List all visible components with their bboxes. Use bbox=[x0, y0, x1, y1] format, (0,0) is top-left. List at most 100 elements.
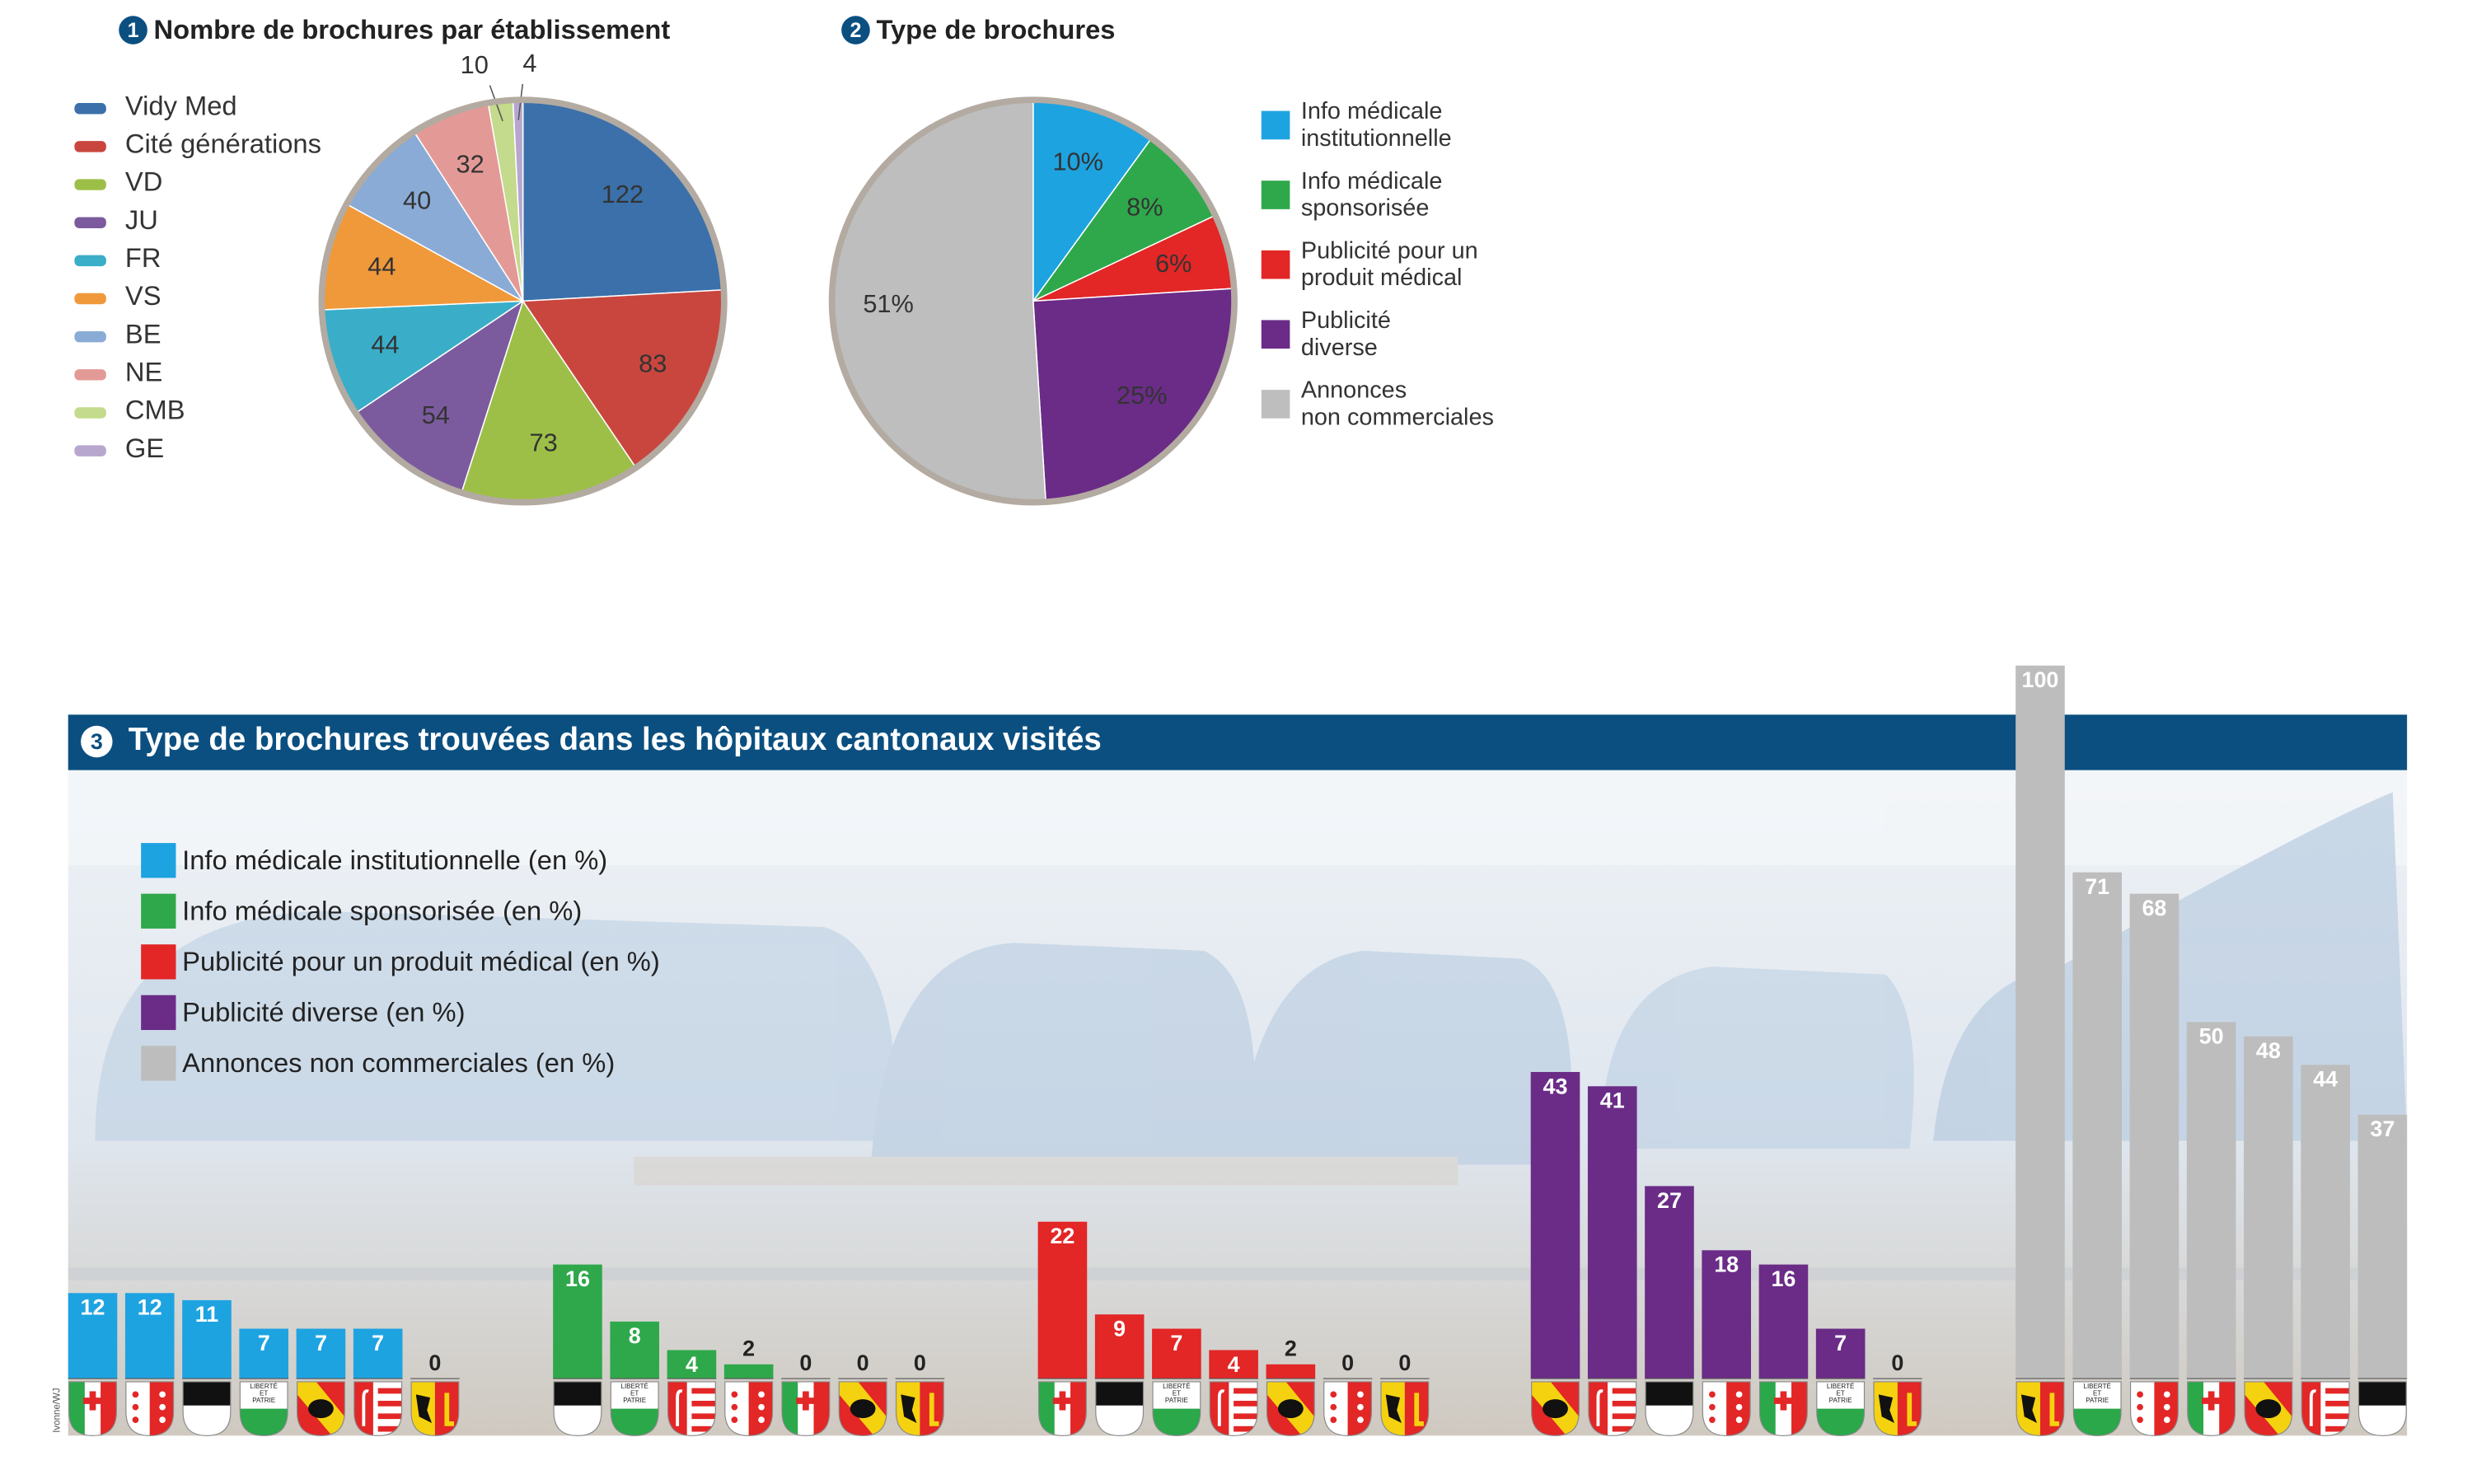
flag-outline bbox=[239, 1381, 288, 1436]
flag-crozier bbox=[362, 1389, 369, 1426]
flag-motto: PATRIE bbox=[623, 1397, 647, 1404]
chart-title: Type de brochures bbox=[876, 14, 1115, 44]
flag-part bbox=[1153, 1381, 1201, 1409]
flag-motto: LIBERTÉ bbox=[620, 1383, 648, 1390]
flag-outline bbox=[353, 1381, 403, 1436]
flag-part bbox=[796, 1397, 816, 1404]
flag-outline bbox=[2187, 1381, 2236, 1436]
slice-label: 122 bbox=[602, 180, 644, 208]
bar bbox=[1152, 1328, 1201, 1379]
value-label: 27 bbox=[1657, 1188, 1682, 1213]
canton-flag bbox=[68, 1381, 117, 1436]
value-label: 7 bbox=[258, 1331, 270, 1355]
legend-swatch bbox=[74, 179, 106, 190]
flag-outline bbox=[1873, 1381, 1922, 1436]
pie-border bbox=[318, 96, 728, 506]
slice-label: 32 bbox=[456, 150, 485, 179]
flag-bear bbox=[1543, 1399, 1568, 1419]
flag-fill bbox=[782, 1381, 830, 1436]
flag-part bbox=[2325, 1413, 2349, 1420]
flag-bear bbox=[1277, 1399, 1304, 1419]
flag-part bbox=[183, 1381, 231, 1406]
flag-motto: ET bbox=[630, 1389, 639, 1397]
flag-part bbox=[1234, 1388, 1257, 1394]
value-label: 7 bbox=[1170, 1331, 1182, 1355]
flag-motto: ET bbox=[2093, 1389, 2101, 1397]
legend-item: Info médicale institutionnelle bbox=[1301, 98, 1452, 152]
flag-fill bbox=[896, 1381, 944, 1436]
legend-swatch bbox=[141, 944, 176, 980]
flag-key bbox=[929, 1393, 939, 1426]
flag-part bbox=[2219, 1381, 2236, 1436]
flag-outline bbox=[1038, 1381, 1087, 1436]
flag-part bbox=[377, 1413, 402, 1420]
value-label: 44 bbox=[2313, 1067, 2338, 1092]
flag-outline bbox=[1816, 1381, 1866, 1436]
flag-part bbox=[1095, 1405, 1144, 1436]
flag-fill bbox=[1759, 1381, 1808, 1436]
flag-part bbox=[82, 1397, 103, 1404]
bar bbox=[1645, 1186, 1694, 1379]
flag-part bbox=[240, 1381, 288, 1409]
flag-eagle bbox=[2020, 1394, 2038, 1423]
flag-motto: LIBERTÉ bbox=[250, 1383, 278, 1390]
value-label: 16 bbox=[1771, 1266, 1795, 1291]
canton-flag bbox=[1209, 1381, 1258, 1436]
value-label: 2 bbox=[742, 1337, 755, 1361]
flag-outline bbox=[1645, 1381, 1694, 1436]
flag-motto: PATRIE bbox=[1829, 1397, 1853, 1404]
slice-label: 44 bbox=[368, 251, 396, 280]
flag-star bbox=[731, 1416, 738, 1423]
value-label: 4 bbox=[1228, 1352, 1240, 1377]
flag-star bbox=[1330, 1403, 1337, 1411]
bar bbox=[723, 1364, 774, 1379]
flag-key bbox=[1907, 1393, 1917, 1426]
flag-key bbox=[2049, 1393, 2060, 1426]
flag-part bbox=[1070, 1381, 1087, 1436]
bar bbox=[1758, 1264, 1809, 1379]
flag-part bbox=[101, 1381, 117, 1436]
flag-part bbox=[1791, 1381, 1808, 1436]
flag-fill bbox=[1323, 1381, 1372, 1436]
legend-swatch bbox=[141, 995, 176, 1031]
value-label: 4 bbox=[686, 1352, 698, 1377]
flag-part bbox=[1816, 1381, 1865, 1409]
flag-part bbox=[782, 1381, 798, 1436]
flag-part bbox=[554, 1405, 602, 1436]
slice-label: 10% bbox=[1052, 147, 1103, 176]
flag-outline bbox=[68, 1381, 117, 1436]
value-label: 0 bbox=[1341, 1351, 1354, 1375]
flag-part bbox=[2358, 1405, 2407, 1436]
flag-outline bbox=[2130, 1381, 2179, 1436]
legend-swatch bbox=[141, 893, 176, 929]
badge-number: 2 bbox=[850, 19, 862, 42]
value-label: 0 bbox=[1398, 1351, 1411, 1375]
flag-fill bbox=[724, 1381, 773, 1436]
legend-label: Info médicale sponsorisée bbox=[1300, 167, 1443, 222]
canton-flag bbox=[838, 1381, 887, 1436]
legend-label: Vidy Med bbox=[125, 90, 237, 120]
flag-fill bbox=[1588, 1381, 1636, 1436]
slice-label: 44 bbox=[371, 330, 399, 358]
canton-flag bbox=[297, 1381, 345, 1436]
flag-motto: ET bbox=[1836, 1389, 1844, 1397]
canton-flag bbox=[1380, 1381, 1430, 1436]
flag-bear bbox=[308, 1399, 334, 1419]
bar bbox=[2016, 665, 2065, 1379]
slice-label: 10 bbox=[461, 50, 489, 79]
bar bbox=[553, 1264, 602, 1379]
bar bbox=[667, 1350, 717, 1379]
flag-fill bbox=[1095, 1381, 1144, 1436]
flag-fill bbox=[1380, 1381, 1429, 1436]
flag-part bbox=[1612, 1401, 1636, 1407]
chart-title: Nombre de brochures par établissement bbox=[154, 14, 671, 44]
canton-flag bbox=[781, 1381, 831, 1436]
legend-label: Annonces non commerciales (en %) bbox=[182, 1047, 615, 1078]
badge-number: 3 bbox=[91, 729, 103, 754]
legend-label: Publicité pour un produit médical bbox=[1300, 237, 1478, 292]
flag-part bbox=[377, 1425, 402, 1432]
value-label: 0 bbox=[428, 1351, 441, 1375]
canton-flag bbox=[1531, 1381, 1580, 1436]
